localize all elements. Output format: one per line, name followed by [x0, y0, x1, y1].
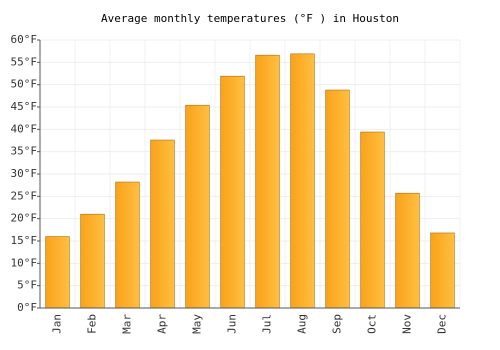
- bar: [360, 131, 385, 309]
- x-tick-label: Mar: [121, 314, 134, 334]
- bar: [255, 54, 280, 309]
- bar: [80, 213, 105, 309]
- y-tick-label: 5°F: [17, 279, 37, 292]
- bar: [325, 89, 350, 309]
- x-tick-label: Apr: [156, 314, 169, 334]
- bar: [185, 104, 210, 309]
- x-tick-label: Feb: [86, 314, 99, 334]
- y-tick-label: 55°F: [11, 55, 38, 68]
- bar: [115, 181, 140, 309]
- y-tick-label: 30°F: [11, 167, 38, 180]
- y-tick-label: 40°F: [11, 122, 38, 135]
- x-tick-label: Nov: [401, 314, 414, 334]
- y-tick-label: 45°F: [11, 100, 38, 113]
- y-tick-label: 15°F: [11, 234, 38, 247]
- y-tick-label: 50°F: [11, 78, 38, 91]
- x-tick-label: Aug: [296, 314, 309, 334]
- x-tick-label: Jan: [51, 314, 64, 334]
- bar: [395, 192, 420, 309]
- y-tick-label: 10°F: [11, 256, 38, 269]
- x-tick-label: Sep: [331, 314, 344, 334]
- x-tick-label: Jun: [226, 314, 239, 334]
- x-tick-label: Oct: [366, 314, 379, 334]
- y-tick-label: 20°F: [11, 212, 38, 225]
- x-tick-label: Dec: [436, 314, 449, 334]
- bar: [45, 236, 70, 309]
- y-tick-label: 25°F: [11, 189, 38, 202]
- bar: [150, 139, 175, 309]
- x-tick-label: Jul: [261, 314, 274, 334]
- bar: [290, 53, 315, 309]
- x-tick-label: May: [191, 314, 204, 334]
- y-tick-label: 35°F: [11, 145, 38, 158]
- bar: [430, 232, 455, 309]
- y-tick-label: 60°F: [11, 33, 38, 46]
- bar: [220, 75, 245, 309]
- chart-title: Average monthly temperatures (°F ) in Ho…: [101, 12, 399, 25]
- y-tick-label: 0°F: [17, 301, 37, 314]
